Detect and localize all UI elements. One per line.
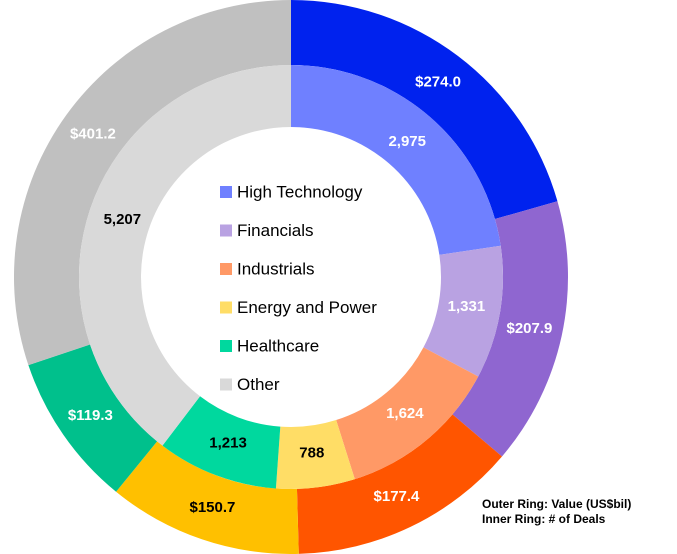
legend-swatch: [220, 301, 232, 314]
legend-label: Financials: [237, 221, 314, 240]
annotation: Outer Ring: Value (US$bil): [482, 497, 631, 511]
ring-segment: [296, 414, 502, 554]
value-label: 2,975: [388, 133, 426, 150]
ring-segment: [28, 344, 158, 492]
legend-label: Industrials: [237, 259, 314, 278]
ring-segment: [336, 347, 479, 480]
value-label: $401.2: [70, 126, 116, 143]
legend-label: Energy and Power: [237, 298, 377, 317]
ring-segment: [116, 441, 299, 554]
legend-swatch: [220, 263, 232, 275]
legend-label: High Technology: [237, 182, 363, 201]
legend-swatch: [220, 340, 232, 352]
legend-swatch: [220, 186, 232, 198]
value-label: $207.9: [506, 320, 552, 337]
legend-label: Other: [237, 375, 280, 394]
legend-swatch: [220, 224, 232, 237]
value-label: 5,207: [104, 211, 142, 228]
value-label: 788: [299, 445, 324, 462]
ring-segment: [162, 396, 281, 489]
value-label: 1,331: [448, 298, 486, 315]
value-label: $150.7: [190, 499, 236, 516]
ring-segment: [291, 0, 558, 220]
value-label: $177.4: [374, 488, 421, 505]
ring-segment: [291, 65, 501, 255]
legend-label: Healthcare: [237, 336, 319, 355]
ring-segment: [423, 245, 503, 377]
annotation: Inner Ring: # of Deals: [482, 512, 606, 526]
value-label: 1,624: [386, 405, 424, 422]
value-label: $119.3: [68, 407, 113, 424]
value-label: $274.0: [415, 73, 461, 90]
ring-segment: [79, 65, 291, 446]
ring-segment: [275, 420, 355, 489]
ring-segment: [14, 0, 292, 366]
ring-segment: [452, 201, 568, 457]
legend-swatch: [220, 378, 232, 391]
value-label: 1,213: [209, 434, 247, 451]
